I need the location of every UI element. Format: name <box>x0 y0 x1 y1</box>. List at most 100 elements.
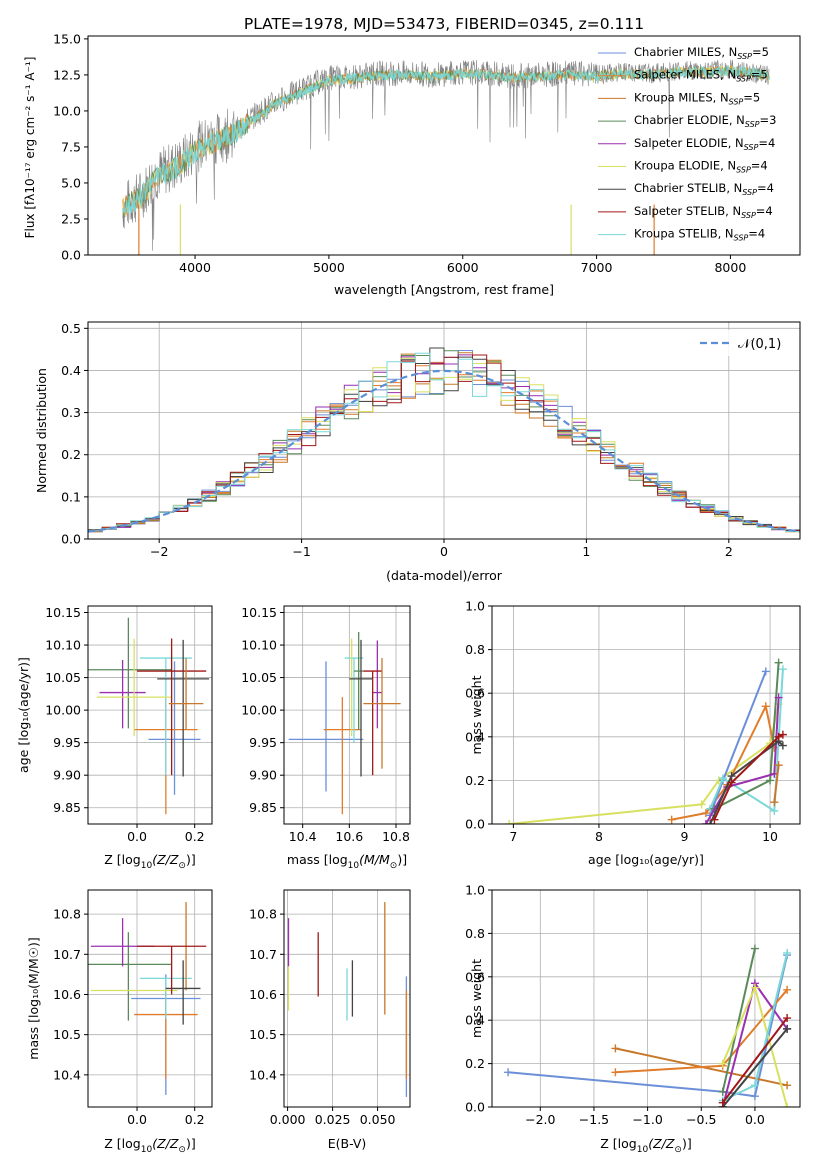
age-vs-mass-ytick-label: 10.15 <box>241 605 277 620</box>
mass-weight-vs-z-xlabel-main: Z [log <box>600 1136 636 1151</box>
residual-histogram-xtick-label: 0 <box>440 544 448 559</box>
weight-marker-kroupa-elodie <box>718 1059 727 1068</box>
weight-marker-salpeter-miles <box>701 809 710 818</box>
mass-weight-vs-z-ytick-label: 0.8 <box>465 926 485 941</box>
legend-text: Chabrier STELIB, N <box>634 181 742 195</box>
legend-tail: =5 <box>752 45 769 59</box>
mass-weight-vs-z-xlabel-sun: ⊙ <box>674 1145 682 1155</box>
mass-weight-vs-age-plot-area <box>505 658 787 824</box>
weight-marker-kroupa-stelib <box>783 948 792 957</box>
age-vs-z-xlabel: Z [log10(Z/Z⊙)] <box>104 852 195 871</box>
weight-marker-salpeter-stelib <box>774 732 783 741</box>
mass-vs-z-plot-area <box>88 902 207 1095</box>
weight-marker-chabrier-stelib <box>783 1024 792 1033</box>
mass-weight-vs-age-xtick-label: 8 <box>595 829 603 844</box>
figure-title: PLATE=1978, MJD=53473, FIBERID=0345, z=0… <box>244 15 644 33</box>
age-vs-z-ytick-label: 10.15 <box>45 605 81 620</box>
weight-marker-kroupa-elodie <box>750 983 759 992</box>
age-vs-mass-ytick-label: 9.95 <box>249 735 277 750</box>
legend-tail: =4 <box>748 227 765 241</box>
mass-weight-vs-z-ytick-label: 0.6 <box>465 969 485 984</box>
weight-marker-salpeter-miles <box>783 985 792 994</box>
legend-sub: SSP <box>741 211 756 220</box>
residual-histogram-ytick-label: 0.1 <box>61 489 81 504</box>
age-vs-mass-ytick-label: 9.85 <box>249 800 277 815</box>
legend-label-normal: 𝒩(0,1) <box>738 337 781 352</box>
legend-text: Salpeter ELODIE, N <box>634 136 744 150</box>
spectrum-xlabel: wavelength [Angstrom, rest frame] <box>334 282 554 297</box>
legend-tail: =5 <box>743 90 760 104</box>
observed-spectrum-line <box>122 59 770 251</box>
legend-sub: SSP <box>742 188 757 197</box>
mass-weight-vs-age-xtick-label: 10 <box>762 829 778 844</box>
mass-weight-vs-z-plot-area <box>504 944 792 1107</box>
mass-vs-z-xlabel-end: )] <box>186 1136 196 1151</box>
mass-weight-vs-age-ytick-label: 0.2 <box>465 773 485 788</box>
residual-histogram-ytick-label: 0.3 <box>61 405 81 420</box>
weight-line-salpeter-elodie <box>705 697 780 824</box>
mass-weight-vs-z-panel: −2.0 −1.5 −1.0 −0.5 0.0 0.0 0.2 0.4 0.6 0.8 1.0 Z [… <box>465 883 801 1155</box>
age-vs-z-ytick-label: 10.05 <box>45 670 81 685</box>
weight-marker-chabrier-stelib <box>706 820 715 824</box>
weight-marker-chabrier-elodie <box>766 776 775 785</box>
legend-label-chabrier-elodie: Chabrier ELODIE, NSSP=3 <box>634 113 776 129</box>
mass-vs-z-xlabel-main: Z [log <box>104 1136 140 1151</box>
mass-vs-z-panel: 0.0 0.2 10.4 10.5 10.6 10.7 10.8 Z [log10(Z/Z⊙)… <box>26 889 213 1155</box>
legend-sub: SSP <box>736 75 751 84</box>
mass-weight-vs-age-ylabel: mass weight <box>469 675 484 754</box>
age-vs-mass-panel: 10.4 10.6 10.8 9.85 9.90 9.95 10.00 10.05 10.10 1… <box>241 605 411 871</box>
mass-weight-vs-age-ytick-label: 1.0 <box>465 599 485 614</box>
weight-marker-salpeter-miles <box>667 815 676 824</box>
mass-weight-vs-age-xtick-label: 9 <box>681 829 689 844</box>
residual-histogram-plot-area <box>88 347 800 534</box>
mass-weight-vs-z-ylabel: mass weight <box>469 959 484 1038</box>
histogram-legend: 𝒩(0,1) <box>692 330 792 356</box>
age-vs-mass-xlabel-end: )] <box>397 852 407 867</box>
legend-sub: SSP <box>734 234 749 243</box>
legend-text: Kroupa STELIB, N <box>634 227 734 241</box>
legend-tail: =4 <box>758 136 775 150</box>
age-vs-mass-ytick-label: 10.10 <box>241 638 277 653</box>
mass-vs-z-ytick-label: 10.8 <box>53 907 81 922</box>
mass-weight-vs-age-grid <box>492 605 800 825</box>
mass-vs-z-xlabel: Z [log10(Z/Z⊙)] <box>104 1136 195 1155</box>
mass-vs-z-xlabel-tail: (Z/Z <box>152 1136 179 1151</box>
mass-vs-ebv-xtick-label: 0.025 <box>315 1112 351 1127</box>
age-vs-mass-xlabel: mass [log10(M/M⊙)] <box>287 852 407 871</box>
mass-weight-vs-z-ytick-label: 0.2 <box>465 1056 485 1071</box>
mass-vs-ebv-ytick-label: 10.6 <box>249 987 277 1002</box>
mass-vs-ebv-ytick-label: 10.5 <box>249 1027 277 1042</box>
legend-tail: =4 <box>757 181 774 195</box>
weight-marker-kroupa-stelib <box>750 1081 759 1090</box>
normal-distribution-curve <box>88 369 800 533</box>
weight-marker-chabrier-miles <box>504 1068 513 1077</box>
age-vs-z-xlabel-sun: ⊙ <box>178 861 186 871</box>
mass-vs-ebv-xtick-label: 0.050 <box>360 1112 396 1127</box>
weight-marker-kroupa-miles <box>770 798 779 807</box>
legend-label-chabrier-stelib: Chabrier STELIB, NSSP=4 <box>634 181 774 197</box>
age-vs-z-xlabel-end: )] <box>186 852 196 867</box>
model-spectrum-kroupa-stelib <box>122 64 770 214</box>
legend-text: Chabrier MILES, N <box>634 45 737 59</box>
spectrum-ytick-label: 15.0 <box>53 31 81 46</box>
mass-weight-vs-z-frame <box>491 889 801 1108</box>
histogram-legend-box <box>692 330 792 356</box>
age-vs-z-xtick-label: 0.2 <box>185 829 205 844</box>
weight-marker-chabrier-stelib <box>778 741 787 750</box>
mass-vs-ebv-frame <box>283 889 411 1108</box>
age-vs-z-xlabel-tail: (Z/Z <box>152 852 179 867</box>
spectrum-ytick-label: 7.5 <box>61 139 81 154</box>
mass-vs-ebv-ytick-label: 10.8 <box>249 907 277 922</box>
mass-weight-vs-z-ytick-label: 0.4 <box>465 1013 485 1028</box>
mass-vs-z-frame <box>87 889 213 1108</box>
legend-label-kroupa-stelib: Kroupa STELIB, NSSP=4 <box>634 227 765 243</box>
legend-tail: =4 <box>751 159 768 173</box>
spectrum-ytick-label: 0.0 <box>61 248 81 263</box>
mass-weight-vs-age-ytick-label: 0.6 <box>465 686 485 701</box>
spectrum-xtick-label: 8000 <box>714 260 746 275</box>
spectrum-xtick-label: 6000 <box>447 260 479 275</box>
age-vs-z-ytick-label: 10.00 <box>45 703 81 718</box>
weight-marker-chabrier-miles <box>761 667 770 676</box>
weight-marker-kroupa-elodie <box>505 820 514 824</box>
age-vs-mass-grid <box>284 606 410 824</box>
